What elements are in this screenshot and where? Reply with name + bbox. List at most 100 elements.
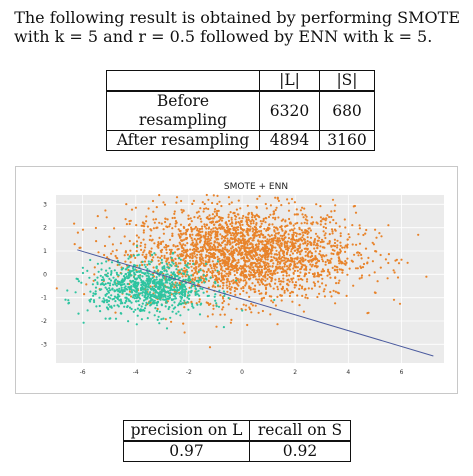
data-point	[286, 198, 289, 201]
data-point	[222, 253, 225, 256]
data-point	[190, 274, 193, 277]
data-point	[301, 263, 304, 266]
data-point	[152, 210, 155, 213]
data-point	[150, 247, 153, 250]
data-point	[214, 285, 217, 289]
data-point	[250, 262, 253, 265]
data-point	[249, 271, 252, 274]
data-point	[142, 251, 145, 254]
data-point	[330, 295, 333, 298]
data-point	[344, 226, 347, 229]
data-point	[211, 253, 214, 257]
data-point	[144, 272, 147, 275]
data-point	[141, 224, 144, 227]
data-point	[212, 217, 215, 220]
data-point	[244, 252, 247, 255]
data-point	[171, 272, 174, 276]
data-point	[123, 305, 126, 308]
data-point	[172, 283, 175, 286]
data-point	[198, 227, 202, 231]
data-point	[168, 274, 171, 277]
intro-line-2: with k = 5 and r = 0.5 followed by ENN w…	[14, 27, 433, 46]
data-point	[277, 199, 280, 202]
data-point	[96, 282, 99, 286]
data-point	[214, 280, 217, 283]
data-point	[161, 267, 164, 270]
data-point	[185, 233, 188, 236]
data-point	[135, 323, 138, 326]
data-point	[249, 288, 252, 291]
data-point	[353, 253, 356, 256]
data-point	[313, 273, 316, 276]
data-point	[195, 256, 198, 259]
data-point	[309, 263, 312, 266]
data-point	[318, 285, 321, 288]
data-point	[122, 267, 125, 270]
data-point	[144, 294, 147, 297]
data-point	[328, 215, 331, 219]
data-point	[326, 242, 329, 245]
data-point	[358, 242, 362, 245]
data-point	[165, 301, 169, 304]
data-point	[94, 290, 97, 293]
data-point	[91, 283, 94, 286]
data-point	[271, 277, 274, 280]
data-point	[112, 276, 115, 279]
data-point	[186, 301, 189, 304]
data-point	[196, 253, 199, 256]
data-point	[253, 261, 256, 264]
data-point	[120, 286, 123, 289]
data-point	[248, 237, 251, 240]
data-point	[233, 228, 236, 231]
data-point	[261, 309, 264, 313]
data-point	[276, 260, 279, 264]
data-point	[328, 259, 331, 262]
data-point	[103, 299, 106, 302]
data-point	[225, 284, 228, 287]
data-point	[294, 263, 297, 266]
data-point	[338, 262, 341, 265]
data-point	[158, 278, 161, 281]
data-point	[202, 291, 205, 294]
data-point	[244, 270, 248, 273]
data-point	[144, 243, 147, 246]
data-point	[318, 236, 321, 239]
data-point	[261, 283, 265, 286]
data-point	[128, 306, 132, 309]
data-point	[392, 298, 396, 301]
data-point	[252, 254, 255, 257]
data-point	[222, 226, 225, 229]
data-point	[221, 241, 224, 244]
data-point	[187, 217, 190, 220]
data-point	[304, 250, 307, 253]
data-point	[286, 268, 289, 271]
data-point	[283, 262, 286, 265]
data-point	[310, 216, 313, 219]
data-point	[205, 242, 209, 245]
data-point	[280, 237, 283, 240]
intro-line-1: The following result is obtained by perf…	[14, 8, 460, 27]
data-point	[124, 250, 127, 253]
data-point	[268, 282, 271, 285]
data-point	[254, 272, 257, 275]
data-point	[152, 227, 155, 230]
data-point	[125, 275, 128, 278]
data-point	[184, 260, 187, 263]
data-point	[262, 220, 265, 223]
data-point	[138, 309, 141, 312]
data-point	[162, 277, 165, 280]
data-point	[175, 286, 179, 289]
data-point	[214, 293, 217, 296]
data-point	[305, 244, 309, 247]
data-point	[224, 246, 227, 249]
data-point	[301, 236, 304, 239]
data-point	[123, 283, 126, 286]
data-point	[266, 242, 269, 245]
data-point	[265, 207, 268, 210]
data-point	[356, 251, 359, 254]
data-point	[246, 243, 249, 247]
data-point	[194, 291, 197, 294]
data-point	[231, 222, 234, 225]
data-point	[105, 269, 108, 272]
data-point	[196, 229, 199, 232]
